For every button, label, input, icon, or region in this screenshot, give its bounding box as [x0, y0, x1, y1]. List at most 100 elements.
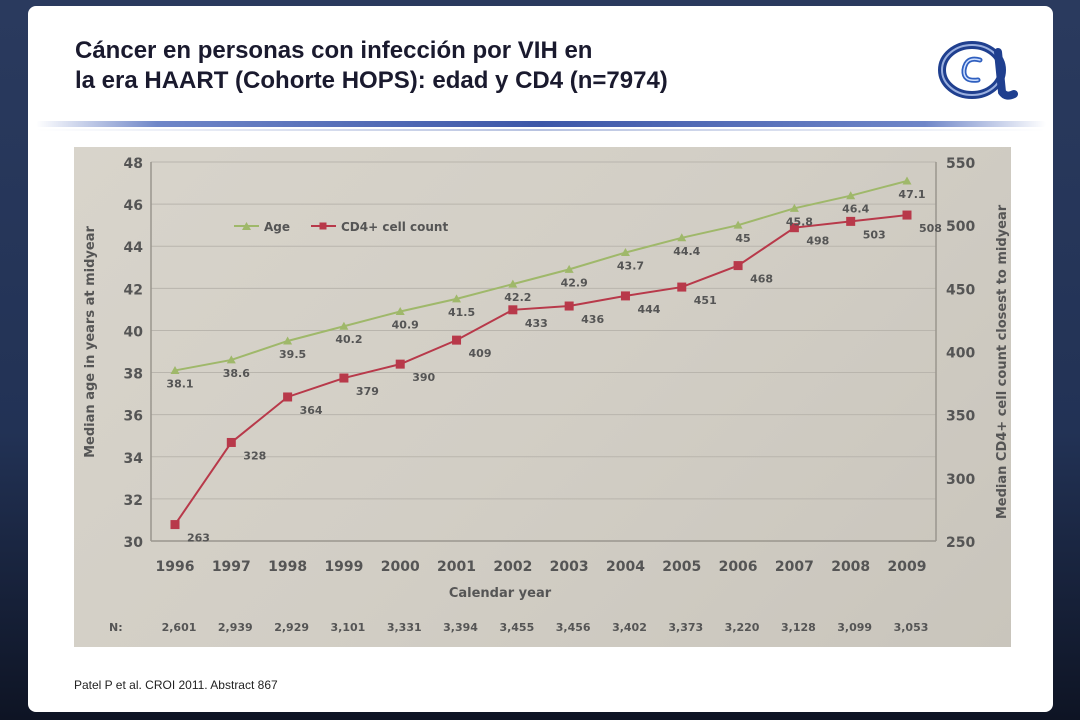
age-point [902, 176, 912, 185]
series-line-cd4 [174, 214, 908, 526]
x-tick-label: 2000 [381, 559, 420, 575]
cd4-point [339, 373, 349, 383]
x-tick-label: 2005 [662, 559, 701, 575]
age-point [395, 306, 405, 315]
n-value: 3,128 [781, 621, 816, 634]
x-tick-label: 2007 [775, 559, 814, 575]
x-tick-label: 2004 [606, 559, 645, 575]
age-point [508, 279, 518, 288]
age-data-label: 39.5 [279, 348, 306, 361]
cd4-data-label: 263 [187, 532, 210, 545]
title-divider-thin [36, 129, 1046, 131]
series-line-age [174, 179, 908, 372]
cd4-point [846, 216, 856, 226]
cd4-point [789, 223, 799, 233]
y-left-tick-label: 32 [124, 493, 143, 509]
cd4-data-label: 409 [469, 347, 492, 360]
y-left-tick-label: 38 [124, 367, 143, 383]
y-right-tick-label: 350 [946, 409, 975, 425]
y-right-tick-label: 550 [946, 156, 975, 172]
y-left-tick-label: 30 [124, 535, 144, 551]
y-left-tick-label: 46 [124, 198, 143, 214]
n-value: 3,053 [894, 621, 929, 634]
n-value: 3,402 [612, 621, 647, 634]
x-tick-label: 2002 [493, 559, 532, 575]
age-point [789, 203, 799, 212]
y-right-tick-label: 400 [946, 346, 975, 362]
legend-age-marker [242, 222, 251, 230]
chart-svg: 30 32 34 36 38 40 42 44 46 48 250 300 350 400 450 500 55… [83, 156, 1010, 634]
x-tick-label: 1999 [324, 559, 363, 575]
x-tick-label: 1996 [156, 559, 195, 575]
n-value: 3,455 [499, 621, 534, 634]
age-point [226, 355, 236, 364]
n-value: 3,373 [668, 621, 703, 634]
slide-title-line-1: Cáncer en personas con infección por VIH… [75, 37, 593, 64]
n-value: 2,939 [218, 621, 253, 634]
legend-age-label: Age [264, 220, 290, 234]
cd4-data-label: 328 [243, 449, 266, 462]
age-data-label: 43.7 [617, 260, 644, 273]
n-value: 3,394 [443, 621, 478, 634]
cd4-point [395, 359, 405, 369]
chart-image: 30 32 34 36 38 40 42 44 46 48 250 300 350 400 450 500 55… [74, 147, 1011, 647]
y-axis-right-title: Median CD4+ cell count closest to midyea… [995, 204, 1010, 519]
cd4-data-label: 468 [750, 273, 773, 286]
cd4-point [226, 437, 236, 447]
cd4-point [508, 305, 518, 315]
age-point [620, 248, 630, 257]
x-tick-label: 2009 [888, 559, 927, 575]
n-value: 3,099 [837, 621, 872, 634]
cd4-data-label: 498 [806, 235, 829, 248]
cohort-a-logo-icon [936, 34, 1018, 102]
title-divider [36, 121, 1046, 127]
slide-title: Cáncer en personas con infección por VIH… [75, 36, 668, 96]
n-value: 3,456 [556, 621, 591, 634]
cd4-data-label: 444 [637, 303, 660, 316]
n-value: 3,331 [387, 621, 422, 634]
slide-title-line-2: la era HAART (Cohorte HOPS): edad y CD4 … [75, 67, 668, 94]
cd4-point [733, 261, 743, 271]
x-tick-label: 2001 [437, 559, 476, 575]
y-axis-left-title: Median age in years at midyear [83, 226, 98, 458]
age-point [452, 294, 462, 303]
cd4-point [677, 282, 687, 292]
cd4-point [170, 520, 180, 530]
age-point [170, 365, 180, 374]
age-point [283, 336, 293, 345]
age-data-label: 44.4 [673, 245, 700, 258]
cd4-point [452, 335, 462, 345]
age-point [564, 264, 574, 273]
x-tick-label: 2003 [550, 559, 589, 575]
legend-cd4-label: CD4+ cell count [341, 220, 448, 234]
age-data-label: 42.9 [561, 276, 588, 289]
age-point [677, 233, 687, 242]
cd4-data-label: 364 [300, 404, 323, 417]
y-left-tick-label: 36 [124, 409, 143, 425]
y-left-tick-label: 42 [124, 282, 143, 298]
cd4-point [902, 210, 912, 220]
age-data-label: 40.2 [335, 333, 362, 346]
y-right-tick-label: 250 [946, 535, 975, 551]
age-data-label: 45.8 [786, 215, 813, 228]
x-tick-label: 2006 [719, 559, 758, 575]
n-value: 3,101 [331, 621, 366, 634]
y-left-tick-label: 40 [124, 324, 144, 340]
n-value: 2,929 [274, 621, 309, 634]
y-left-tick-label: 48 [124, 156, 143, 172]
y-right-tick-label: 450 [946, 282, 975, 298]
x-tick-label: 2008 [831, 559, 870, 575]
x-tick-label: 1997 [212, 559, 251, 575]
cd4-data-label: 433 [525, 317, 548, 330]
cd4-data-label: 508 [919, 222, 942, 235]
age-point [339, 321, 349, 330]
legend-cd4-marker [319, 222, 327, 230]
cd4-data-label: 436 [581, 313, 604, 326]
y-right-tick-label: 300 [946, 472, 975, 488]
cd4-data-label: 390 [412, 371, 435, 384]
cd4-data-label: 451 [694, 294, 717, 307]
age-data-label: 45 [735, 232, 750, 245]
age-data-label: 47.1 [898, 188, 925, 201]
y-right-tick-label: 500 [946, 219, 975, 235]
age-data-label: 40.9 [392, 318, 419, 331]
